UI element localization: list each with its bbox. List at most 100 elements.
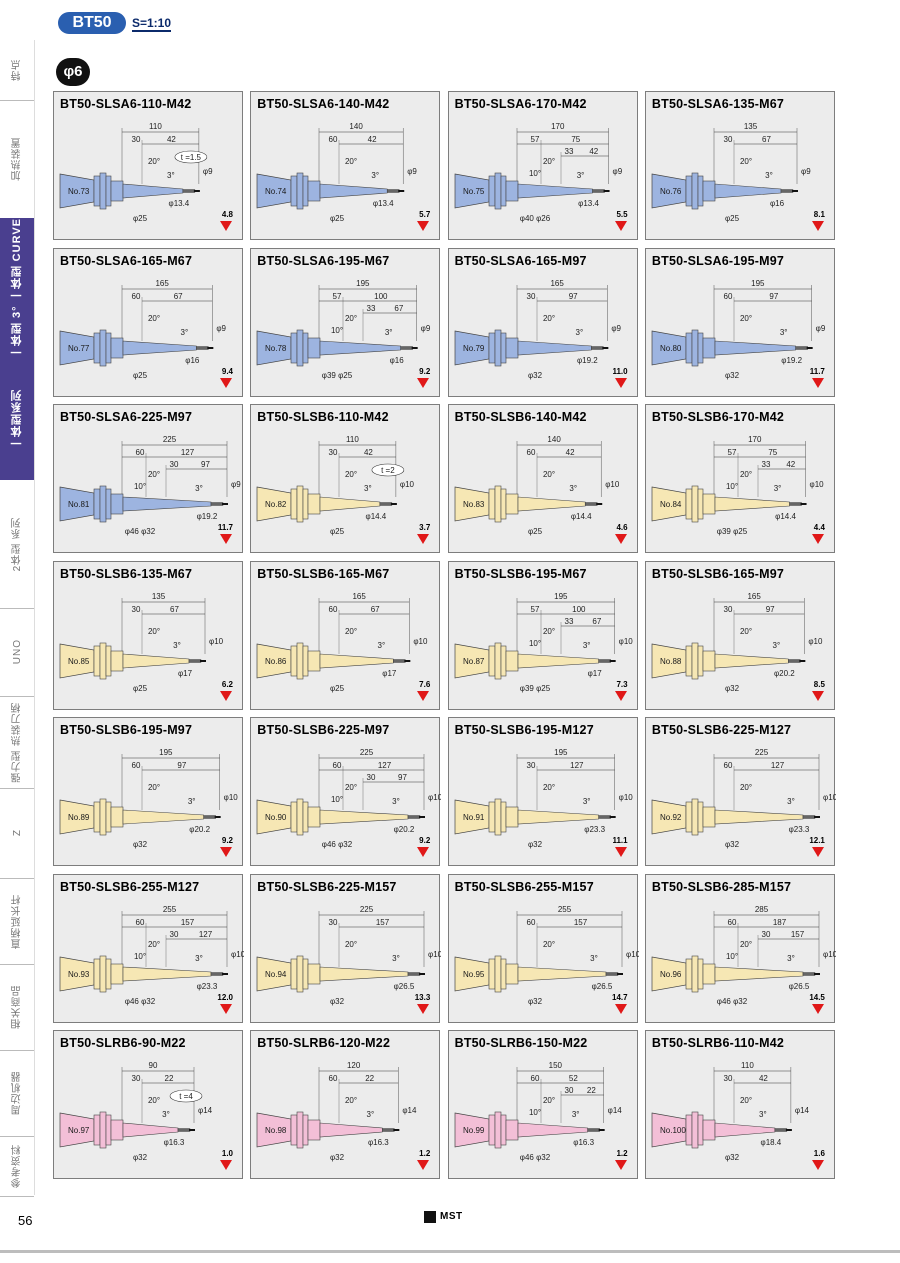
side-tab[interactable]: 强力型 热装刀柄 — [0, 696, 34, 789]
side-tab[interactable]: 直柄延长杆 — [0, 878, 34, 965]
tip-diameter: φ10 — [400, 480, 415, 489]
product-card[interactable]: BT50-SLSB6-225-M157 225 30 157 20° 3° No.94 φ10… — [250, 873, 441, 1023]
taper-angle: 20° — [345, 940, 357, 949]
tip-angle: 3° — [195, 484, 203, 493]
product-card[interactable]: BT50-SLRB6-120-M22 120 60 22 20° 3° No.98 φ14 φ1… — [250, 1030, 441, 1179]
taper-angle: 20° — [740, 314, 752, 323]
segment-length: 60 — [530, 1074, 539, 1083]
segment-length: 22 — [586, 1086, 595, 1095]
side-tab[interactable]: 周边机器 — [0, 1050, 34, 1137]
product-card[interactable]: BT50-SLRB6-110-M42 110 30 42 20° 3° No.100 φ14 φ… — [644, 1030, 835, 1179]
product-card[interactable]: BT50-SLSB6-195-M127 195 30 127 20° 3° No.91 φ10… — [447, 717, 638, 866]
neck-diameter: φ13.4 — [373, 199, 394, 208]
neck-angle: 10° — [134, 482, 146, 491]
segment-length: 127 — [199, 930, 213, 939]
overall-length: 165 — [747, 592, 761, 601]
segment-length: 157 — [376, 918, 390, 927]
product-card[interactable]: BT50-SLSA6-135-M67 135 30 67 20° 3° No.76 φ9 φ16… — [644, 91, 835, 240]
product-card[interactable]: BT50-SLRB6-90-M22 90 30 22 20° 3° No.97 φ14 φ16.… — [53, 1030, 243, 1179]
product-card[interactable]: BT50-SLSB6-135-M67 135 30 67 20° 3° No.85 φ10 φ1… — [53, 560, 243, 710]
product-card[interactable]: BT50-SLSB6-195-M97 195 60 97 20° 3° No.89 φ10 φ2… — [53, 717, 243, 866]
product-card[interactable]: BT50-SLSB6-140-M42 140 60 42 20° 3° No.83 φ10 φ1… — [447, 404, 638, 553]
tip-diameter: φ10 — [231, 950, 244, 959]
neck-angle: 10° — [529, 169, 541, 178]
segment-length: 67 — [762, 135, 771, 144]
segment-length: 33 — [761, 460, 770, 469]
scale-label: S=1:10 — [132, 16, 172, 32]
product-card[interactable]: BT50-SLSB6-225-M97 225 60 127 30 97 10° 20° 3° No… — [250, 717, 441, 866]
product-card[interactable]: BT50-SLSB6-170-M42 170 57 75 33 42 10° 20° 3° No.… — [644, 404, 835, 553]
weight-value: 12.0 — [217, 992, 233, 1002]
segment-length: 33 — [367, 304, 376, 313]
segment-length: 75 — [571, 135, 580, 144]
overall-length: 225 — [360, 905, 374, 914]
product-card[interactable]: BT50-SLRB6-150-M22 150 60 52 30 22 10° 20° 3° No.… — [447, 1030, 638, 1179]
product-card[interactable]: BT50-SLSA6-140-M42 140 60 42 20° 3° No.74 φ9 φ13… — [250, 91, 441, 240]
side-tab[interactable]: 一体型 3° 一体型 CURVE — [0, 218, 34, 358]
segment-length: 30 — [132, 1074, 141, 1083]
side-tab[interactable]: UNO — [0, 608, 34, 697]
side-tab[interactable]: 加热装置 — [0, 100, 34, 219]
segment-length: 30 — [526, 292, 535, 301]
product-card[interactable]: BT50-SLSB6-225-M127 225 60 127 20° 3° No.92 φ10… — [644, 717, 836, 866]
segment-length: 42 — [589, 147, 598, 156]
weight-value: 14.5 — [809, 992, 825, 1002]
segment-length: 30 — [526, 761, 535, 770]
holder-drawing: 165 30 97 20° 3° No.79 φ9 φ19.2 φ32 — [454, 279, 621, 380]
side-tab[interactable]: 一体型系列 — [0, 358, 34, 480]
side-tab-label: 一体型 3° 一体型 CURVE — [11, 218, 23, 358]
side-tab[interactable]: Z — [0, 788, 34, 879]
neck-angle: 10° — [331, 326, 343, 335]
overall-length: 135 — [744, 122, 758, 131]
product-card[interactable]: BT50-SLSA6-195-M97 195 60 97 20° 3° No.80 φ9 φ19… — [644, 247, 835, 397]
tip-diameter: φ9 — [611, 324, 621, 333]
tip-diameter: φ10 — [618, 637, 633, 646]
side-tab[interactable]: 2体型 系列 — [0, 480, 34, 609]
side-tab[interactable]: 特点 — [0, 40, 34, 101]
product-card[interactable]: BT50-SLSB6-165-M97 165 30 97 20° 3° No.88 φ10 φ2… — [644, 560, 835, 710]
down-arrow-icon — [811, 1003, 824, 1014]
item-number: No.91 — [463, 813, 485, 822]
product-card[interactable]: BT50-SLSA6-165-M97 165 30 97 20° 3° No.79 φ9 φ19… — [447, 247, 638, 397]
weight-value: 1.6 — [813, 1149, 825, 1158]
product-card[interactable]: BT50-SLSB6-255-M127 255 60 157 30 127 10° 20° 3°… — [53, 873, 244, 1023]
product-model: BT50-SLSA6-165-M97 — [454, 253, 587, 268]
neck-diameter: φ17 — [178, 669, 193, 678]
product-card[interactable]: BT50-SLSA6-110-M42 110 30 42 20° 3° No.73 φ9 φ13… — [53, 91, 243, 240]
overall-length: 165 — [155, 279, 169, 288]
holder-drawing: 110 30 42 20° 3° No.82 φ10 φ14.4 φ25 t =2 — [256, 435, 415, 536]
neck-diameter: φ20.2 — [774, 669, 795, 678]
item-number: No.93 — [68, 970, 90, 979]
segment-length: 60 — [723, 761, 732, 770]
segment-length: 60 — [136, 918, 145, 927]
product-card[interactable]: BT50-SLSB6-110-M42 110 30 42 20° 3° No.82 φ10 φ1… — [250, 404, 441, 553]
product-model: BT50-SLSB6-225-M157 — [257, 879, 397, 894]
product-card[interactable]: BT50-SLSA6-165-M67 165 60 67 20° 3° No.77 φ9 φ16… — [53, 247, 243, 397]
product-model: BT50-SLSB6-255-M157 — [454, 879, 594, 894]
product-model: BT50-SLSB6-225-M127 — [651, 723, 792, 737]
product-card[interactable]: BT50-SLSA6-170-M42 170 57 75 33 42 10° 20° 3° No.… — [447, 91, 638, 240]
neck-diameter: φ13.4 — [169, 199, 190, 208]
product-model: BT50-SLSB6-165-M97 — [651, 566, 785, 581]
side-tab[interactable]: 参考资料 — [0, 1136, 34, 1197]
segment-length: 42 — [565, 448, 574, 457]
product-card[interactable]: BT50-SLSA6-195-M67 195 57 100 33 67 10° 20° 3° No… — [250, 247, 441, 397]
shank-diameter: φ32 — [725, 371, 740, 380]
product-card[interactable]: BT50-SLSA6-225-M97 225 60 127 30 97 10° 20° 3° No… — [53, 404, 243, 553]
shank-diameter: φ32 — [725, 1153, 740, 1162]
segment-length: 67 — [395, 304, 404, 313]
overall-length: 90 — [149, 1061, 158, 1070]
side-tab-label: 2体型 系列 — [11, 516, 23, 572]
product-card[interactable]: BT50-SLSB6-255-M157 255 60 157 20° 3° No.95 φ10… — [447, 873, 639, 1023]
product-card[interactable]: BT50-SLSB6-285-M157 285 60 187 30 157 10° 20° 3°… — [644, 873, 836, 1023]
tip-diameter: φ10 — [618, 793, 633, 802]
neck-angle: 10° — [529, 639, 541, 648]
product-card[interactable]: BT50-SLSB6-165-M67 165 60 67 20° 3° No.86 φ10 φ1… — [250, 560, 441, 710]
segment-length: 30 — [367, 773, 376, 782]
tip-diameter: φ9 — [816, 324, 826, 333]
product-card[interactable]: BT50-SLSB6-195-M67 195 57 100 33 67 10° 20° 3° No… — [447, 560, 638, 710]
segment-length: 67 — [371, 605, 380, 614]
side-tab[interactable]: 相关商品 — [0, 964, 34, 1051]
shank-diameter: φ32 — [528, 997, 543, 1006]
